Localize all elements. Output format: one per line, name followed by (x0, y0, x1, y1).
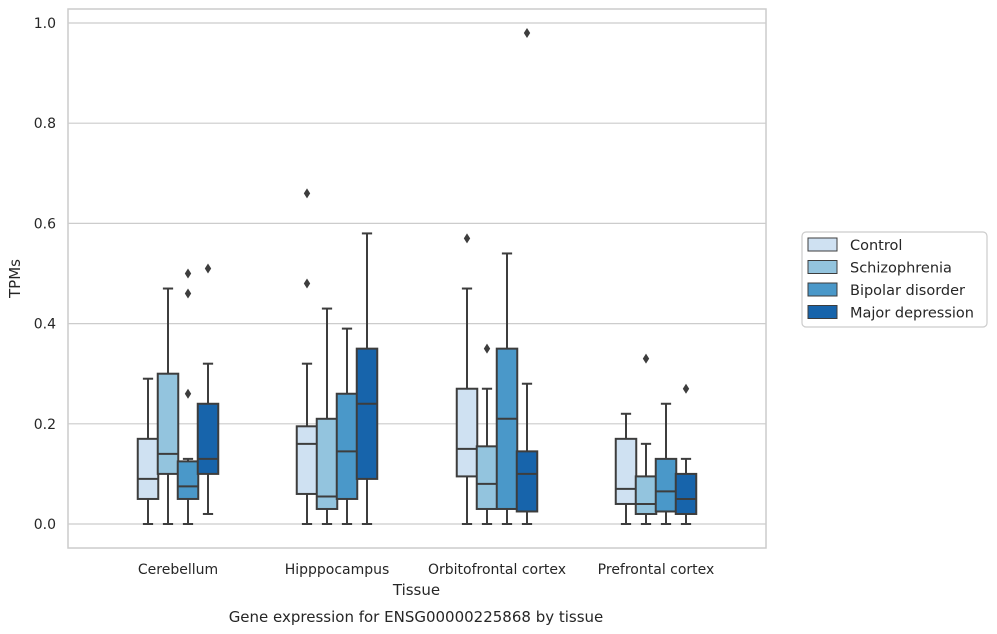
box (634, 353, 658, 525)
box-body (614, 437, 638, 505)
box (176, 268, 200, 525)
box (136, 377, 160, 525)
box (196, 263, 220, 515)
box (156, 287, 180, 525)
box-body (315, 417, 339, 510)
y-tick-label: 0.2 (34, 417, 56, 433)
box-body (654, 457, 678, 513)
legend-swatch (807, 237, 838, 252)
box (654, 402, 678, 525)
outlier-point (204, 263, 212, 274)
outlier-point (184, 268, 192, 279)
box-body (355, 347, 379, 480)
box-body (295, 425, 319, 495)
outlier-point (184, 388, 192, 399)
x-axis-label: Tissue (392, 581, 440, 599)
plot-frame (67, 8, 767, 549)
x-tick-label: Hipppocampus (285, 562, 390, 578)
box-body (136, 437, 160, 500)
x-tick-label: Prefrontal cortex (598, 562, 715, 578)
x-tick-label: Cerebellum (138, 562, 218, 578)
y-tick-label: 0.0 (34, 517, 56, 533)
legend-label: Major depression (850, 306, 974, 322)
x-tick-label: Orbitofrontal cortex (428, 562, 566, 578)
legend-label: Bipolar disorder (850, 283, 965, 299)
box (355, 232, 379, 525)
box (295, 188, 319, 525)
box (475, 343, 499, 525)
box (614, 412, 638, 525)
y-axis: 0.0 0.2 0.4 0.6 0.8 1.0 (34, 16, 56, 533)
box-body (156, 372, 180, 475)
y-tick-label: 1.0 (34, 16, 56, 32)
y-tick-label: 0.4 (34, 317, 56, 333)
chart-caption: Gene expression for ENSG00000225868 by t… (229, 608, 604, 626)
legend-label: Control (850, 238, 902, 254)
outlier-point (184, 288, 192, 299)
box-body (176, 460, 200, 500)
box (515, 28, 539, 525)
outlier-point (642, 353, 650, 364)
y-tick-label: 0.6 (34, 216, 56, 232)
box-body (515, 450, 539, 513)
box (335, 327, 359, 525)
box-body (634, 475, 658, 515)
box (495, 252, 519, 525)
legend-swatch (807, 305, 838, 319)
outlier-point (483, 343, 491, 354)
legend: Control Schizophrenia Bipolar disorder Majo… (801, 231, 988, 328)
box-body (455, 387, 479, 478)
outlier-point (303, 278, 311, 289)
y-axis-label: TPMs (6, 259, 24, 299)
outlier-point (682, 383, 690, 394)
outlier-point (523, 28, 531, 39)
box-body (196, 402, 220, 475)
box-body (495, 347, 519, 510)
box-body (674, 472, 698, 515)
legend-swatch (807, 260, 838, 274)
box-body (335, 392, 359, 500)
legend-swatch (807, 282, 838, 297)
box (455, 233, 479, 525)
y-tick-label: 0.8 (34, 116, 56, 132)
outlier-point (303, 188, 311, 199)
box (674, 383, 698, 525)
x-axis: Cerebellum Hipppocampus Orbitofrontal cort… (138, 562, 714, 578)
outlier-point (463, 233, 471, 244)
legend-label: Schizophrenia (850, 261, 952, 277)
box-body (475, 445, 499, 510)
box (315, 307, 339, 525)
plot-area (136, 28, 698, 525)
legend-box (801, 231, 988, 328)
